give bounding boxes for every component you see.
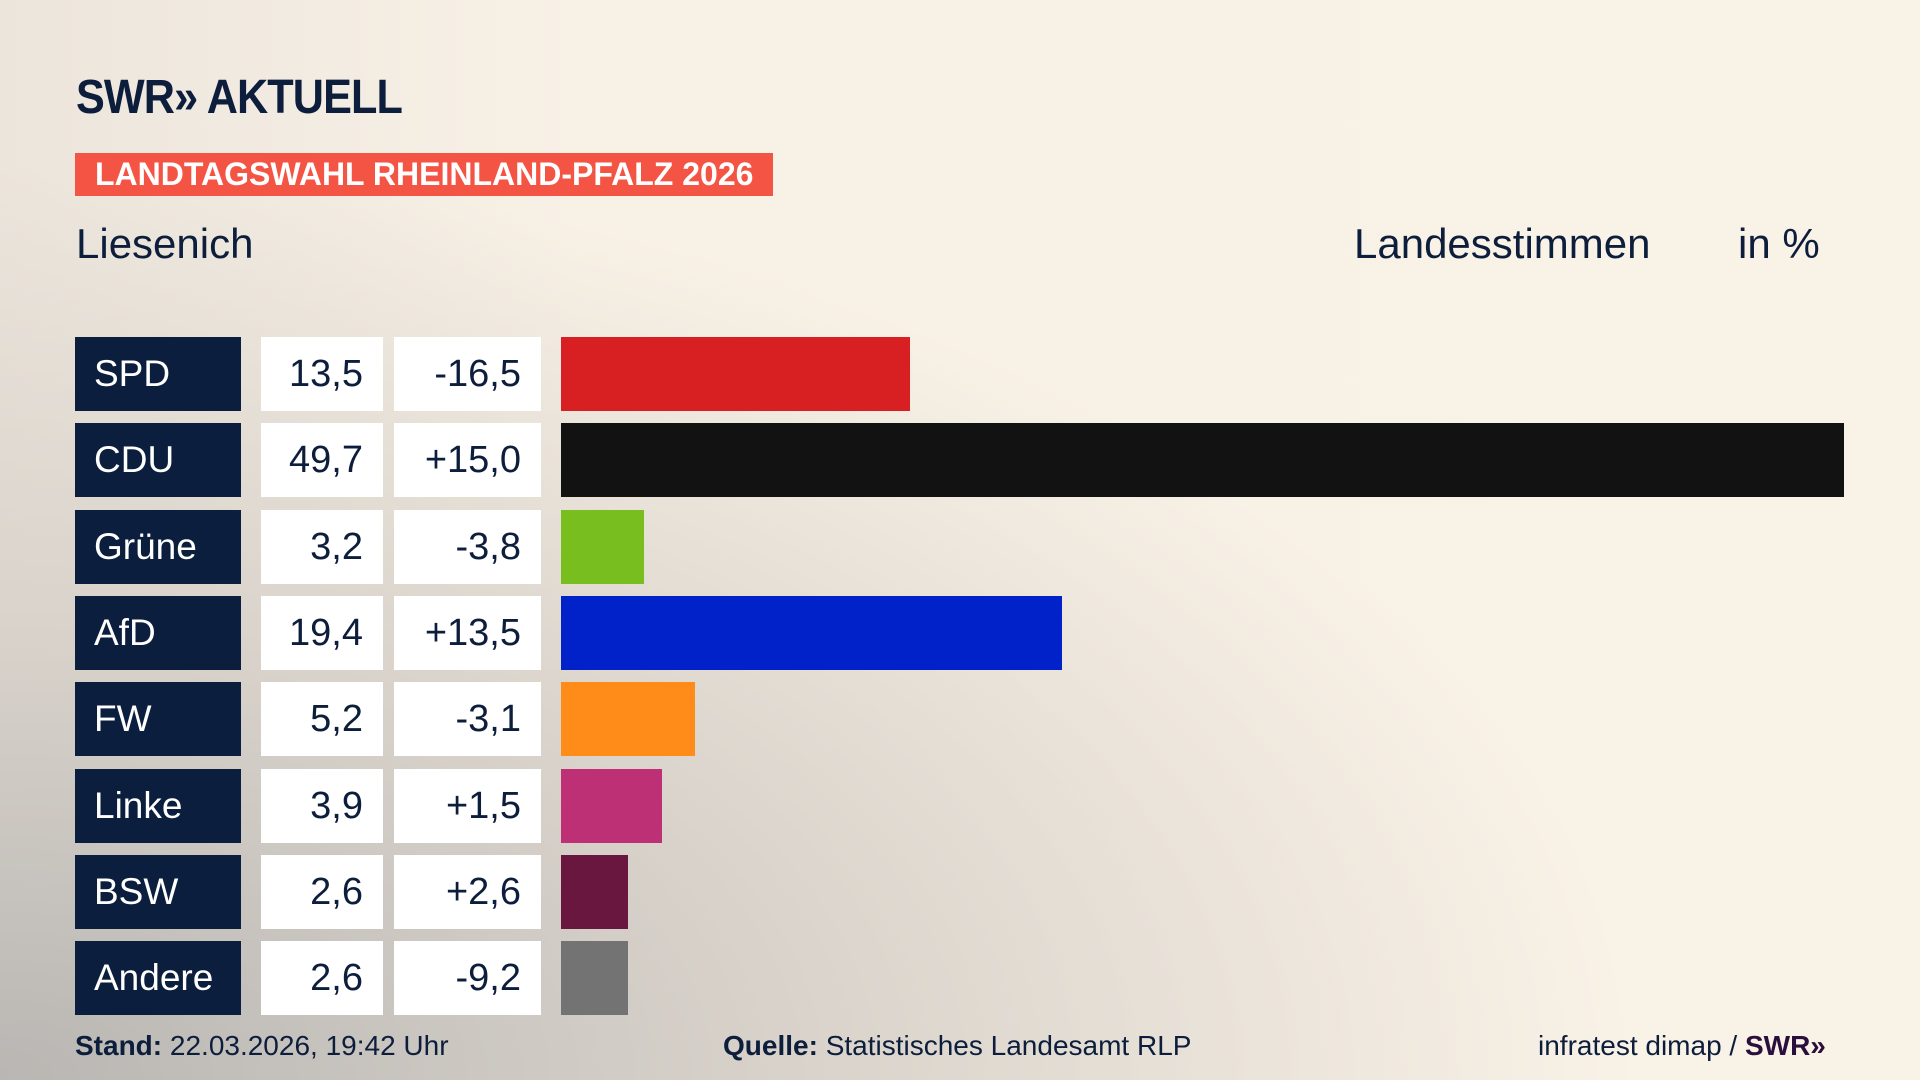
election-banner: LANDTAGSWAHL RHEINLAND-PFALZ 2026 (75, 153, 774, 196)
credit-text: infratest dimap / (1538, 1030, 1738, 1061)
vote-type-label: Landesstimmen (1354, 220, 1651, 267)
vote-share-bar (561, 941, 629, 1016)
source-info: Quelle: Statistisches Landesamt RLP (723, 1030, 1191, 1062)
party-label: FW (75, 682, 241, 757)
vote-share-value: 13,5 (261, 337, 383, 411)
party-label: BSW (75, 854, 241, 929)
credit-info: infratest dimap / SWR» (1538, 1030, 1826, 1062)
party-label: CDU (75, 423, 241, 498)
party-label: Andere (75, 941, 241, 1016)
stand-info: Stand: 22.03.2026, 19:42 Uhr (75, 1030, 449, 1062)
party-label: AfD (75, 595, 241, 670)
stand-value: 22.03.2026, 19:42 Uhr (169, 1030, 449, 1061)
vote-share-value: 19,4 (261, 595, 383, 670)
vote-share-bar (561, 595, 1062, 670)
vote-share-bar (561, 337, 910, 411)
vote-share-value: 2,6 (261, 941, 383, 1016)
vote-share-bar (561, 854, 629, 929)
vote-change-value: -3,1 (394, 682, 541, 757)
place-title: Liesenich (76, 220, 254, 267)
vote-change-value: +13,5 (394, 595, 541, 670)
vote-share-value: 5,2 (261, 682, 383, 757)
swr-aktuell-logo: SWR» AKTUELL (76, 71, 403, 124)
vote-change-value: +2,6 (394, 854, 541, 929)
vote-share-value: 3,9 (261, 768, 383, 843)
vote-share-value: 49,7 (261, 423, 383, 498)
vote-share-bar (561, 768, 662, 843)
vote-change-value: -16,5 (394, 337, 541, 411)
vote-change-value: -9,2 (394, 941, 541, 1016)
vote-share-value: 3,2 (261, 509, 383, 584)
vote-change-value: +1,5 (394, 768, 541, 843)
unit-label: in % (1738, 220, 1820, 267)
vote-change-value: +15,0 (394, 423, 541, 498)
party-label: Linke (75, 768, 241, 843)
vote-change-value: -3,8 (394, 509, 541, 584)
vote-share-bar (561, 682, 696, 757)
vote-share-bar (561, 509, 644, 584)
party-label: SPD (75, 337, 241, 411)
vote-share-bar (561, 423, 1844, 498)
stand-label: Stand: (75, 1030, 163, 1061)
source-value: Statistisches Landesamt RLP (825, 1030, 1192, 1061)
source-label: Quelle: (723, 1030, 818, 1061)
swr-logo: SWR» (1744, 1030, 1826, 1061)
vote-share-value: 2,6 (261, 854, 383, 929)
party-label: Grüne (75, 509, 241, 584)
